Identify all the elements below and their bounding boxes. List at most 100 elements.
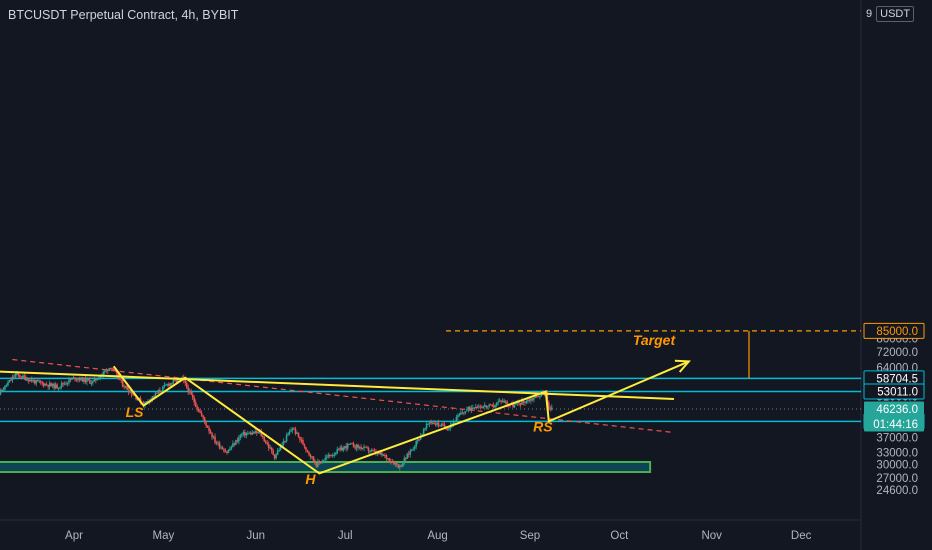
candle-body[interactable] <box>98 378 100 380</box>
candle-body[interactable] <box>89 379 91 384</box>
candle-body[interactable] <box>47 384 49 387</box>
candle-body[interactable] <box>74 377 76 380</box>
candle-body[interactable] <box>348 443 350 445</box>
candle-body[interactable] <box>160 391 163 393</box>
candle-body[interactable] <box>157 390 160 393</box>
candle-body[interactable] <box>270 447 273 451</box>
candle-body[interactable] <box>433 422 435 425</box>
candle-body[interactable] <box>340 447 343 451</box>
candle-body[interactable] <box>422 429 425 435</box>
candle-body[interactable] <box>513 404 516 408</box>
candle-body[interactable] <box>115 371 118 374</box>
candle-body[interactable] <box>393 462 395 465</box>
candle-body[interactable] <box>296 432 298 434</box>
candle-body[interactable] <box>209 431 212 434</box>
candle-body[interactable] <box>512 403 514 408</box>
candle-body[interactable] <box>66 382 69 384</box>
candle-body[interactable] <box>103 370 106 372</box>
candle-body[interactable] <box>166 383 169 385</box>
candle-body[interactable] <box>84 377 87 383</box>
candle-body[interactable] <box>379 452 382 455</box>
candle-body[interactable] <box>328 454 331 456</box>
candle-body[interactable] <box>23 375 26 377</box>
candle-body[interactable] <box>309 454 312 457</box>
candle-body[interactable] <box>27 379 30 382</box>
candle-body[interactable] <box>0 389 2 395</box>
candle-body[interactable] <box>534 395 537 398</box>
candle-body[interactable] <box>165 384 167 386</box>
candle-body[interactable] <box>257 431 260 433</box>
candle-body[interactable] <box>486 406 489 408</box>
candle-body[interactable] <box>474 407 477 409</box>
candle-body[interactable] <box>397 464 400 468</box>
candle-body[interactable] <box>275 454 277 459</box>
candle-body[interactable] <box>191 394 194 398</box>
candle-body[interactable] <box>181 377 184 379</box>
candle-body[interactable] <box>263 436 266 442</box>
candle-body[interactable] <box>321 461 324 463</box>
candle-body[interactable] <box>548 402 550 409</box>
candle-body[interactable] <box>454 421 456 423</box>
candle-body[interactable] <box>378 452 380 455</box>
candle-body[interactable] <box>260 431 263 436</box>
candle-body[interactable] <box>489 404 492 406</box>
candle-body[interactable] <box>223 449 225 452</box>
candle-body[interactable] <box>421 434 423 436</box>
candle-body[interactable] <box>156 392 158 394</box>
candle-body[interactable] <box>381 452 383 456</box>
candle-body[interactable] <box>99 376 102 379</box>
candle-body[interactable] <box>290 430 292 432</box>
candle-body[interactable] <box>51 383 54 386</box>
candle-body[interactable] <box>68 379 70 383</box>
candle-body[interactable] <box>232 443 234 448</box>
candle-body[interactable] <box>406 453 409 459</box>
candle-body[interactable] <box>127 389 130 393</box>
candle-body[interactable] <box>306 449 309 452</box>
candle-body[interactable] <box>430 421 432 423</box>
candle-body[interactable] <box>80 377 82 381</box>
candle-body[interactable] <box>358 446 361 448</box>
candle-body[interactable] <box>33 380 36 384</box>
candle-body[interactable] <box>227 450 230 453</box>
candle-body[interactable] <box>175 380 178 383</box>
candle-body[interactable] <box>351 443 353 445</box>
candle-body[interactable] <box>83 377 85 382</box>
candle-body[interactable] <box>36 379 39 382</box>
candle-body[interactable] <box>230 447 233 449</box>
candle-body[interactable] <box>71 378 73 380</box>
candle-body[interactable] <box>466 409 468 411</box>
candle-body[interactable] <box>288 431 291 435</box>
candle-body[interactable] <box>229 448 231 451</box>
candle-body[interactable] <box>400 465 403 467</box>
candle-body[interactable] <box>418 439 420 441</box>
candle-body[interactable] <box>151 396 154 399</box>
candle-body[interactable] <box>238 437 240 442</box>
candle-body[interactable] <box>153 396 155 398</box>
candle-body[interactable] <box>360 446 362 450</box>
candle-body[interactable] <box>250 432 252 435</box>
candle-body[interactable] <box>530 398 532 401</box>
candle-body[interactable] <box>57 387 60 389</box>
candle-body[interactable] <box>172 380 175 384</box>
candle-body[interactable] <box>342 447 344 451</box>
candle-body[interactable] <box>312 456 315 461</box>
candle-body[interactable] <box>109 368 112 370</box>
candle-body[interactable] <box>305 447 307 450</box>
candle-body[interactable] <box>483 405 486 407</box>
candle-body[interactable] <box>54 384 57 389</box>
candle-body[interactable] <box>492 405 495 408</box>
candle-body[interactable] <box>168 383 170 386</box>
candle-body[interactable] <box>434 424 437 426</box>
candle-body[interactable] <box>385 455 388 459</box>
candle-body[interactable] <box>282 440 285 445</box>
candle-body[interactable] <box>75 379 78 381</box>
candle-body[interactable] <box>403 458 406 464</box>
candle-body[interactable] <box>416 439 419 442</box>
candle-body[interactable] <box>193 397 195 403</box>
candle-body[interactable] <box>485 405 488 408</box>
candle-body[interactable] <box>39 381 42 383</box>
candle-body[interactable] <box>550 407 553 410</box>
candle-body[interactable] <box>200 412 203 416</box>
candle-body[interactable] <box>108 368 111 371</box>
candle-body[interactable] <box>267 444 270 448</box>
